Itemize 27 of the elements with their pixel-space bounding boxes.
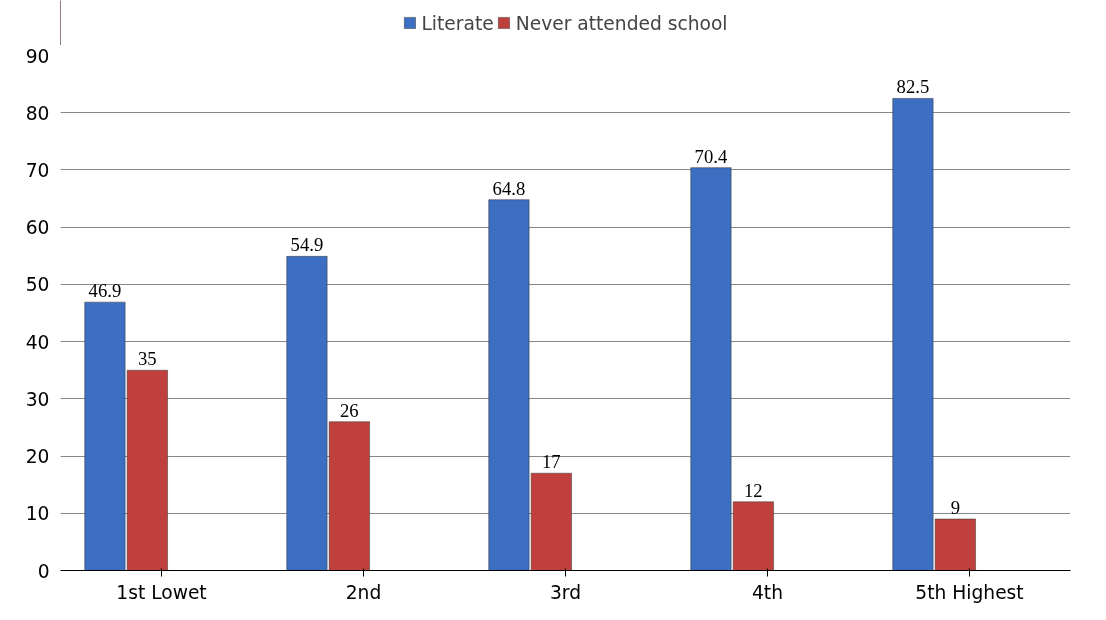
data-label: 82.5	[896, 76, 930, 98]
y-tick-label: 10	[25, 503, 50, 525]
data-label: 12	[744, 479, 763, 501]
x-tick-label: 4th	[752, 581, 784, 603]
x-tick-label: 1st Lowet	[116, 581, 207, 603]
data-label: 64.8	[492, 177, 526, 199]
y-tick-label: 60	[25, 217, 50, 239]
data-label: 35	[138, 348, 157, 370]
data-label: 70.4	[694, 145, 728, 167]
y-tick-label: 70	[25, 159, 50, 181]
x-tick-label: 5th Highest	[915, 581, 1024, 603]
y-tick-label: 20	[25, 446, 50, 468]
legend-label: Never attended school	[515, 12, 728, 33]
y-tick-label: 90	[25, 45, 50, 67]
y-tick-label: 30	[25, 388, 50, 410]
y-tick-label: 50	[25, 274, 50, 296]
data-label: 54.9	[290, 234, 324, 256]
legend-label: Literate	[421, 12, 494, 33]
x-tick-label: 3rd	[549, 581, 582, 603]
y-tick-label: 0	[37, 560, 50, 582]
x-tick-label: 2nd	[345, 581, 382, 603]
y-tick-label: 40	[25, 331, 50, 353]
data-label: 9	[950, 497, 961, 518]
data-label: 26	[340, 399, 359, 421]
y-tick-label: 80	[25, 102, 50, 124]
data-label: 46.9	[88, 280, 122, 302]
data-label: 17	[542, 451, 561, 473]
